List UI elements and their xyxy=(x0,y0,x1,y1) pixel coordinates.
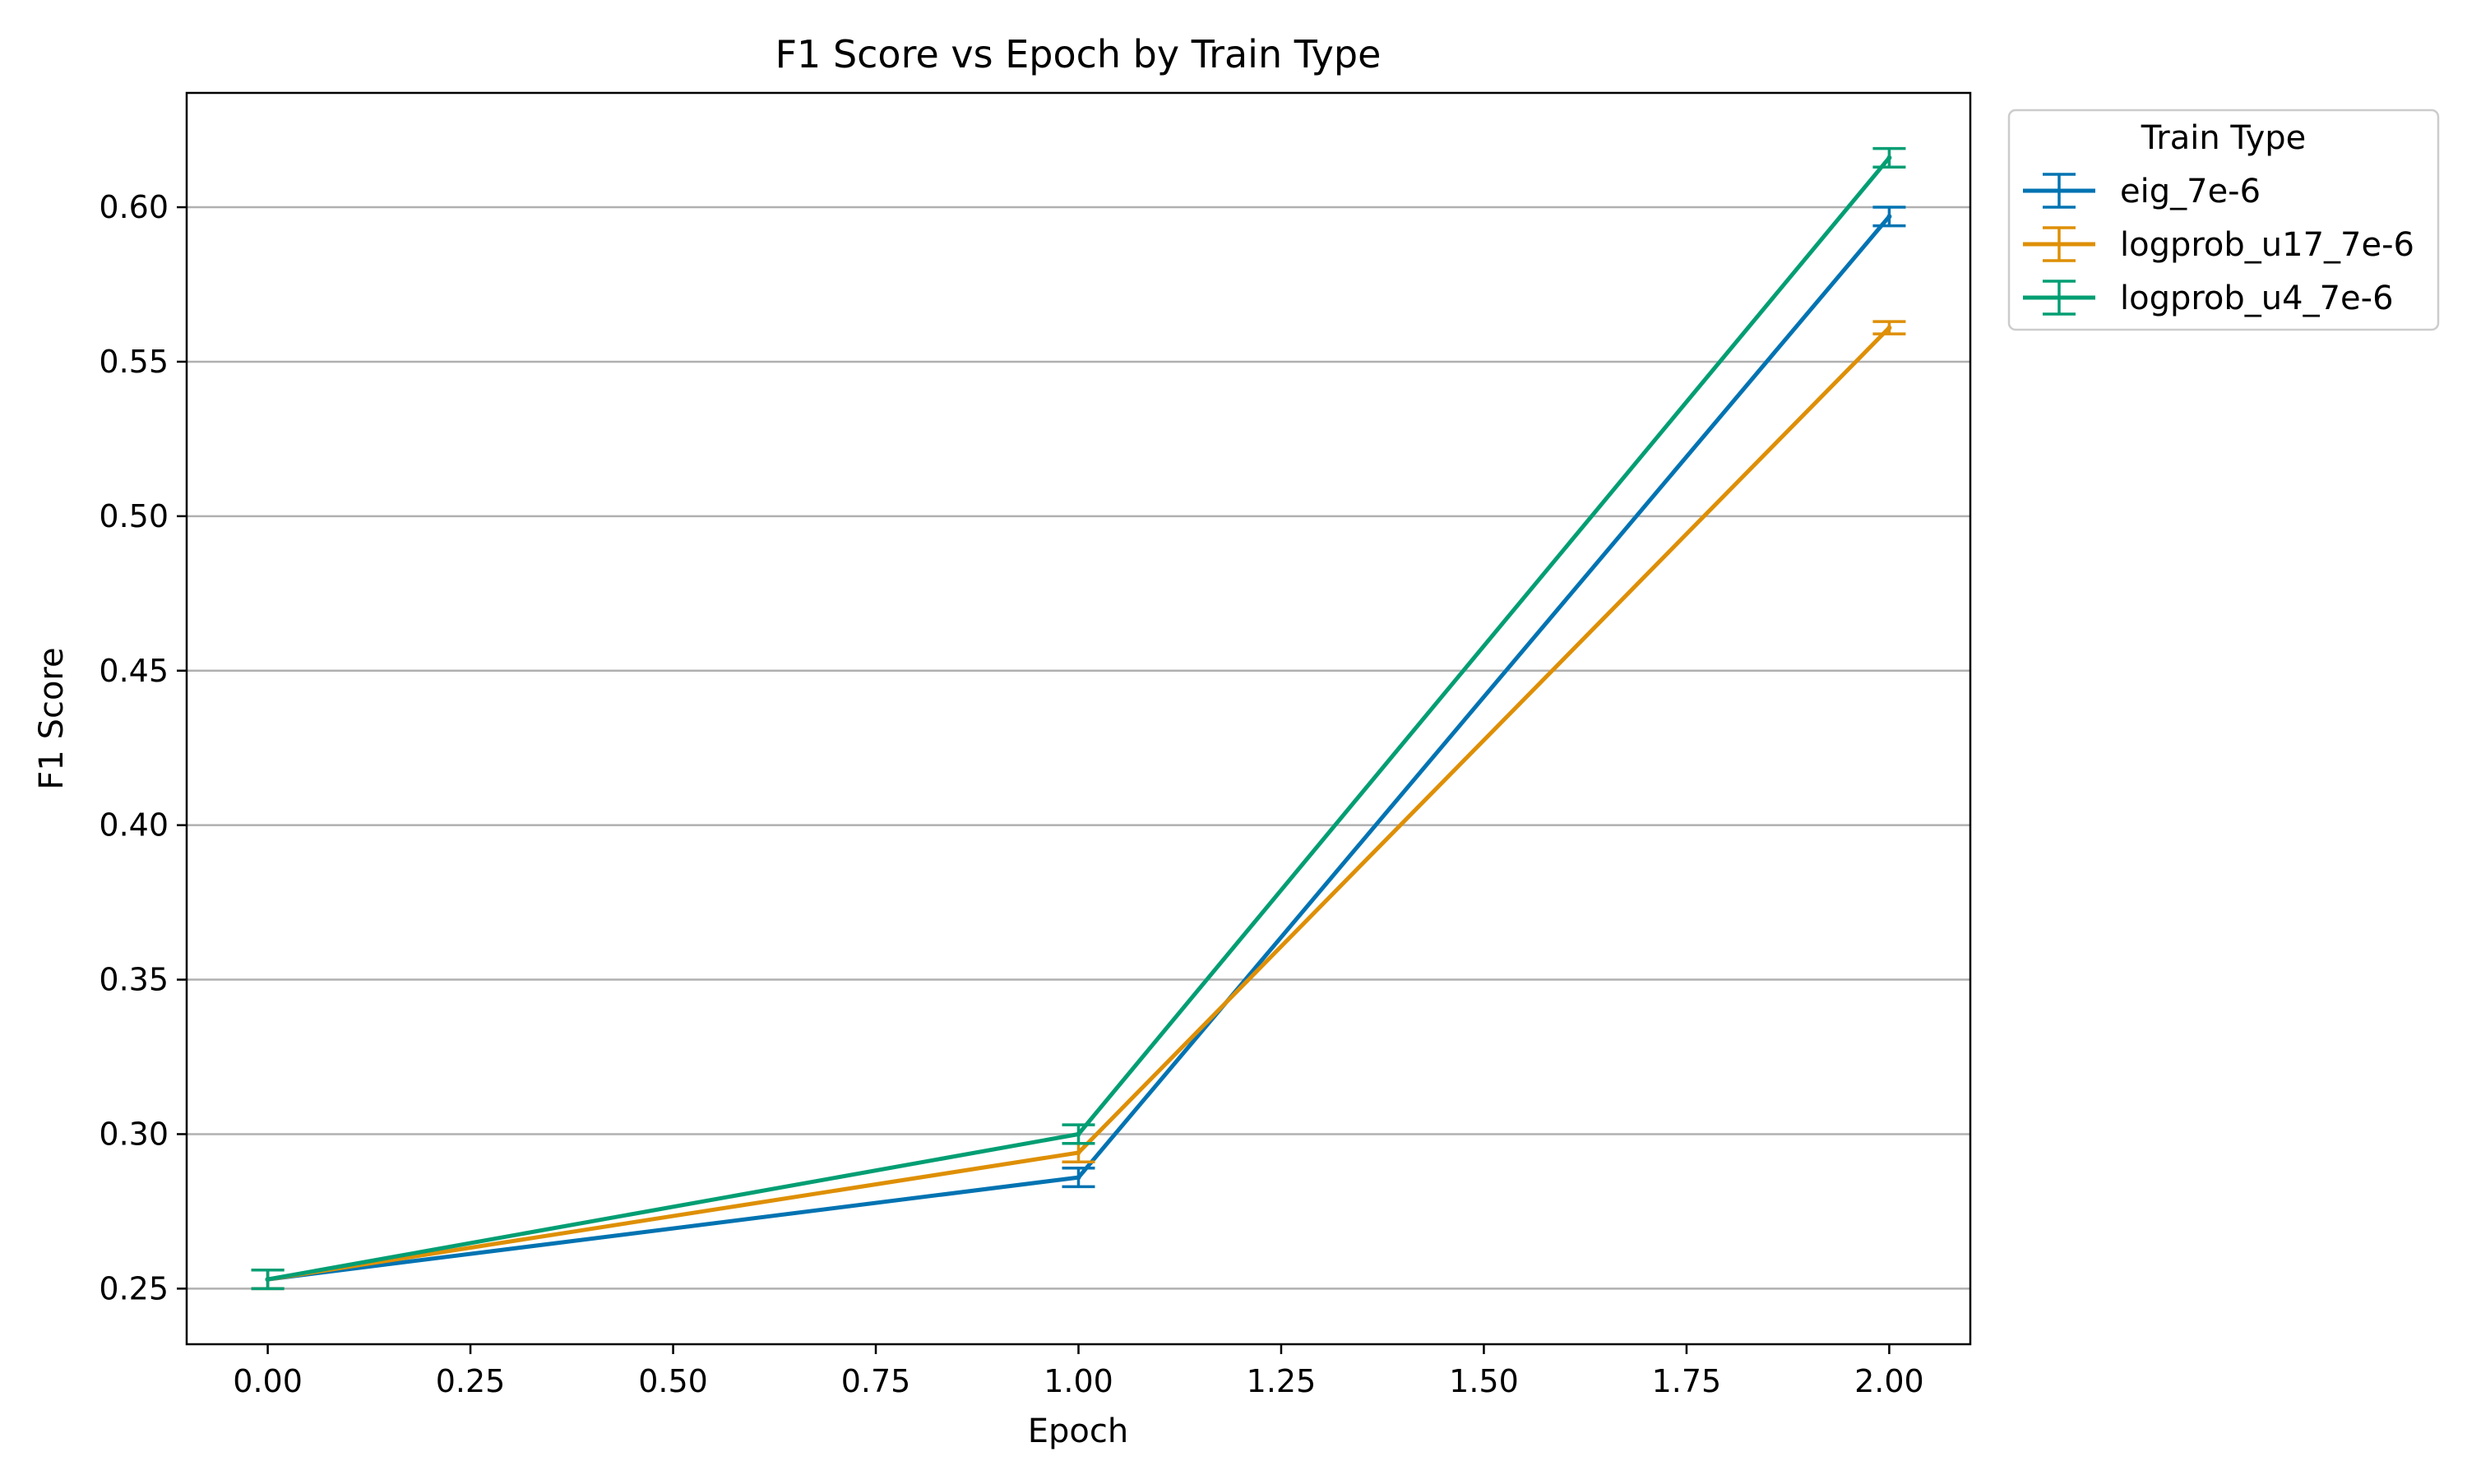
x-tick-label: 1.50 xyxy=(1449,1363,1519,1399)
x-tick-label: 2.00 xyxy=(1854,1363,1924,1399)
data-point xyxy=(1886,214,1892,220)
x-axis-ticks: 0.00 0.25 0.50 0.75 1.00 1.25 1.50 1.75 2.00 xyxy=(233,1344,1924,1399)
legend-label-eig_7e-6: eig_7e-6 xyxy=(2120,173,2261,210)
y-tick-label: 0.55 xyxy=(99,344,169,380)
y-tick-label: 0.40 xyxy=(99,807,169,844)
legend-label-logprob_u4_7e-6: logprob_u4_7e-6 xyxy=(2120,280,2394,317)
legend-box xyxy=(2007,109,2440,331)
x-tick-label: 0.75 xyxy=(841,1363,911,1399)
data-point xyxy=(1076,1175,1081,1181)
y-tick-label: 0.30 xyxy=(99,1116,169,1152)
data-point xyxy=(265,1277,271,1283)
series-layer xyxy=(251,146,1906,1291)
data-point xyxy=(1886,155,1892,160)
y-tick-label: 0.35 xyxy=(99,962,169,998)
x-axis-label: Epoch xyxy=(1028,1412,1128,1450)
x-tick-label: 0.50 xyxy=(638,1363,708,1399)
x-tick-label: 1.25 xyxy=(1247,1363,1317,1399)
legend-title: Train Type xyxy=(2141,119,2307,157)
x-tick-label: 0.25 xyxy=(436,1363,506,1399)
y-axis-ticks: 0.25 0.30 0.35 0.40 0.45 0.50 0.55 0.60 xyxy=(99,189,187,1306)
data-point xyxy=(1886,325,1892,331)
x-tick-label: 1.75 xyxy=(1652,1363,1722,1399)
y-axis-label: F1 Score xyxy=(33,647,71,789)
x-tick-label: 1.00 xyxy=(1044,1363,1113,1399)
data-point xyxy=(1076,1131,1081,1137)
legend: Train Type eig_7e-6 logprob_u17_7e-6logpr… xyxy=(2007,109,2440,331)
x-tick-label: 0.00 xyxy=(233,1363,303,1399)
chart-title: F1 Score vs Epoch by Train Type xyxy=(775,32,1382,76)
y-tick-label: 0.45 xyxy=(99,653,169,689)
y-tick-label: 0.60 xyxy=(99,189,169,225)
legend-entries: eig_7e-6 logprob_u17_7e-6 logprob_u4_7e-6 xyxy=(2023,173,2414,317)
y-tick-label: 0.50 xyxy=(99,498,169,534)
y-tick-label: 0.25 xyxy=(99,1270,169,1306)
data-point xyxy=(1076,1150,1081,1156)
legend-label-logprob_u17_7e-6: logprob_u17_7e-6 xyxy=(2120,226,2414,264)
